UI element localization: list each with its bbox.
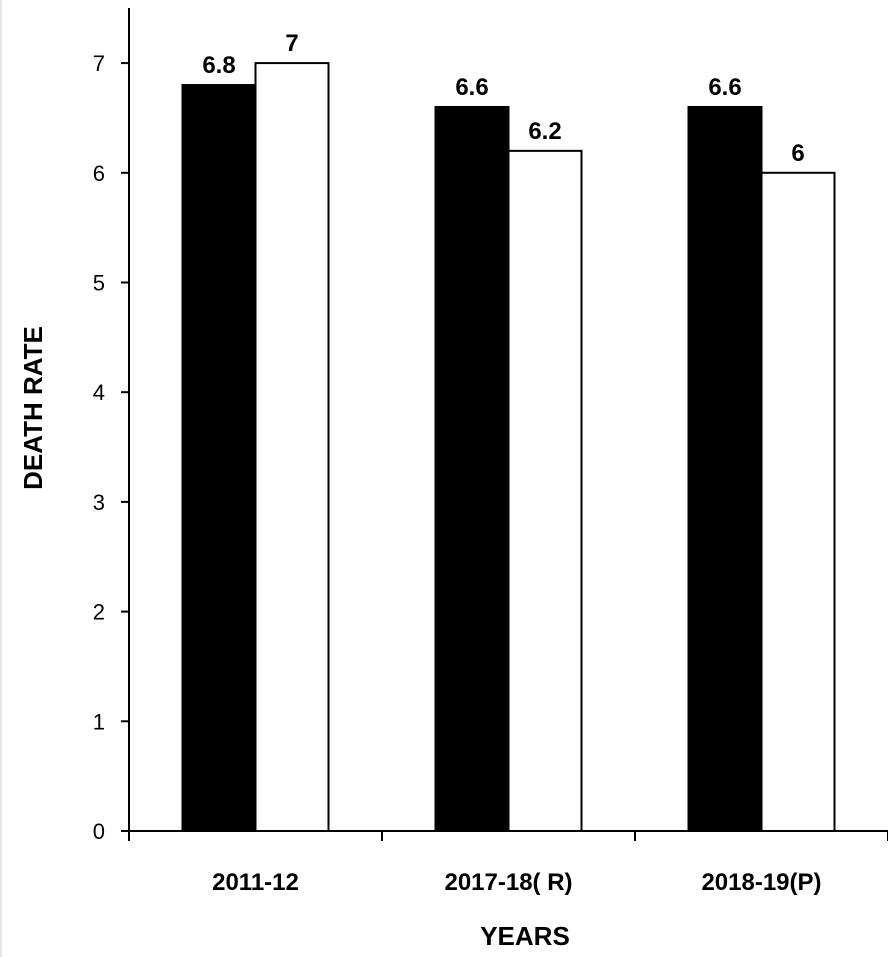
bar-series-2 <box>507 149 583 833</box>
data-label: 6.8 <box>202 52 235 79</box>
x-category-label: 2011-12 <box>212 869 299 896</box>
y-tick-label: 1 <box>93 709 105 734</box>
data-labels: 6.8 7 6.6 6.2 6.6 6 <box>202 30 804 167</box>
y-tick-label: 5 <box>93 271 105 296</box>
y-tick-label: 7 <box>93 51 105 76</box>
x-ticks: 2011-12 2017-18( R) 2018-19(P) <box>128 831 888 896</box>
x-axis-title: YEARS <box>480 921 570 951</box>
x-category-label: 2017-18( R) <box>444 869 572 896</box>
data-label: 7 <box>285 30 298 57</box>
y-tick-label: 4 <box>93 380 105 405</box>
y-ticks: 0 1 2 3 4 5 6 7 <box>93 51 129 844</box>
data-label: 6.2 <box>528 118 561 145</box>
data-label: 6.6 <box>708 74 741 101</box>
y-tick-label: 6 <box>93 161 105 186</box>
x-category-label: 2018-19(P) <box>701 869 821 896</box>
y-tick-label: 2 <box>93 600 105 625</box>
data-label: 6 <box>791 140 804 167</box>
y-tick-label: 0 <box>93 819 105 844</box>
y-tick-label: 3 <box>93 490 105 515</box>
data-label: 6.6 <box>455 74 488 101</box>
bar-series-2 <box>760 171 836 833</box>
bar-series-1 <box>687 105 763 833</box>
bar-series-1 <box>434 105 510 833</box>
bars <box>181 62 836 833</box>
y-axis-title: DEATH RATE <box>18 326 48 490</box>
bar-series-2 <box>254 62 330 833</box>
bar-series-1 <box>181 84 257 833</box>
